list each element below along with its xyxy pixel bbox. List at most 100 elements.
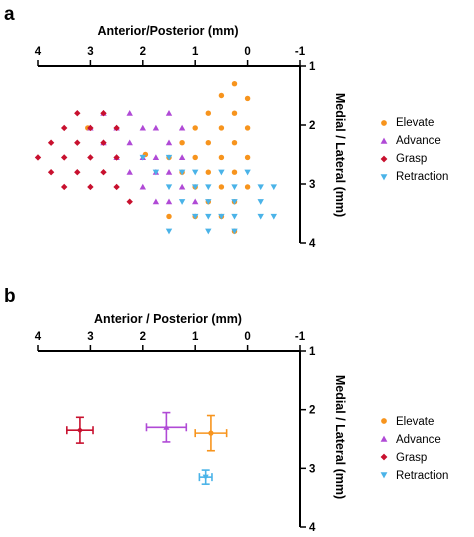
data-point-advance — [126, 110, 133, 116]
legend-label-advance: Advance — [396, 434, 441, 446]
data-point-advance — [152, 124, 160, 131]
data-point-retraction — [231, 184, 238, 191]
data-point-elevate — [231, 80, 238, 87]
y-tick-label: 2 — [309, 405, 315, 417]
mean-point-retraction — [202, 474, 209, 481]
data-point-elevate — [244, 184, 251, 190]
data-point-retraction — [152, 169, 160, 176]
legend-label-retraction: Retraction — [396, 171, 448, 183]
x-tick-label: 0 — [244, 46, 250, 58]
x-tick-label: 0 — [244, 331, 250, 343]
x-tick-label: 1 — [192, 46, 199, 58]
data-point-grasp — [74, 169, 81, 176]
x-tick-label: 1 — [192, 331, 199, 343]
data-point-retraction — [165, 184, 173, 191]
data-point-grasp — [61, 154, 68, 161]
data-point-advance — [192, 198, 199, 205]
data-point-retraction — [218, 169, 225, 176]
legend-item-grasp: Grasp — [380, 452, 427, 464]
data-point-grasp — [113, 154, 120, 161]
mean-point-elevate — [208, 430, 214, 436]
data-point-grasp — [47, 169, 55, 176]
mean-point-grasp — [76, 427, 83, 434]
data-point-retraction — [257, 199, 264, 205]
legend-item-advance: Advance — [380, 434, 441, 446]
x-tick-label: -1 — [295, 331, 306, 343]
data-point-elevate — [192, 154, 198, 161]
y-tick-label: 4 — [309, 522, 316, 534]
x-axis-title-a: Anterior/Posterior (mm) — [98, 24, 239, 38]
data-point-retraction — [257, 213, 264, 220]
y-tick-label: 1 — [309, 346, 316, 358]
data-point-retraction — [231, 213, 238, 220]
data-point-grasp — [61, 183, 68, 191]
legend-item-elevate: Elevate — [381, 117, 434, 129]
data-point-advance — [126, 169, 133, 175]
legend-label-advance: Advance — [396, 135, 441, 147]
y-tick-label: 3 — [309, 463, 315, 475]
legend-marker-elevate — [381, 120, 387, 126]
data-point-retraction — [205, 199, 212, 205]
x-tick-label: 4 — [35, 331, 42, 343]
data-point-elevate — [205, 139, 212, 146]
data-point-grasp — [87, 183, 94, 191]
data-point-retraction — [218, 213, 225, 220]
x-tick-label: 4 — [35, 46, 42, 58]
data-point-elevate — [231, 110, 238, 116]
data-point-elevate — [205, 169, 212, 175]
data-point-advance — [152, 198, 160, 205]
data-point-advance — [178, 154, 186, 161]
data-point-grasp — [126, 198, 133, 205]
legend-item-advance: Advance — [380, 135, 441, 147]
data-point-retraction — [178, 199, 186, 205]
panel-letter-b: b — [4, 286, 16, 307]
data-point-advance — [178, 183, 186, 190]
data-point-retraction — [205, 228, 212, 235]
x-tick-label: 3 — [87, 331, 93, 343]
legend-item-retraction: Retraction — [380, 171, 448, 183]
data-point-retraction — [231, 228, 238, 235]
x-tick-label: -1 — [295, 46, 306, 58]
data-point-grasp — [100, 139, 107, 146]
data-point-elevate — [166, 213, 172, 220]
data-point-advance — [126, 139, 133, 146]
data-point-retraction — [257, 184, 264, 191]
data-point-elevate — [218, 92, 225, 99]
data-point-retraction — [270, 213, 277, 220]
data-point-grasp — [87, 154, 94, 161]
data-point-elevate — [231, 169, 238, 175]
data-point-elevate — [192, 125, 198, 131]
legend-label-elevate: Elevate — [396, 416, 434, 428]
data-point-retraction — [205, 184, 212, 191]
legend-marker-retraction — [380, 174, 388, 181]
x-tick-label: 2 — [140, 331, 146, 343]
data-point-retraction — [205, 213, 212, 220]
y-tick-label: 1 — [309, 61, 316, 73]
x-axis-title-b: Anterior / Posterior (mm) — [94, 312, 242, 326]
data-point-retraction — [244, 169, 251, 176]
legend-label-elevate: Elevate — [396, 117, 434, 129]
panel-letter-a: a — [4, 4, 15, 25]
data-point-grasp — [87, 124, 94, 132]
legend-a: Elevate Advance Grasp Retraction — [380, 117, 448, 183]
legend-item-retraction: Retraction — [380, 470, 448, 482]
data-point-grasp — [34, 154, 42, 161]
legend-label-grasp: Grasp — [396, 153, 427, 165]
data-point-advance — [165, 139, 173, 146]
y-axis-title-b: Medial / Lateral (mm) — [333, 375, 347, 499]
legend-marker-advance — [380, 435, 388, 442]
legend-marker-retraction — [380, 472, 388, 479]
data-point-elevate — [244, 95, 251, 102]
legend-marker-advance — [380, 137, 388, 144]
data-point-retraction — [192, 184, 199, 191]
data-point-retraction — [270, 184, 277, 191]
legend-marker-grasp — [380, 453, 388, 461]
y-tick-label: 4 — [309, 238, 316, 250]
data-point-retraction — [231, 199, 238, 205]
data-point-grasp — [61, 124, 68, 132]
data-point-elevate — [231, 139, 238, 146]
legend-marker-elevate — [381, 418, 387, 424]
data-point-grasp — [74, 139, 81, 146]
